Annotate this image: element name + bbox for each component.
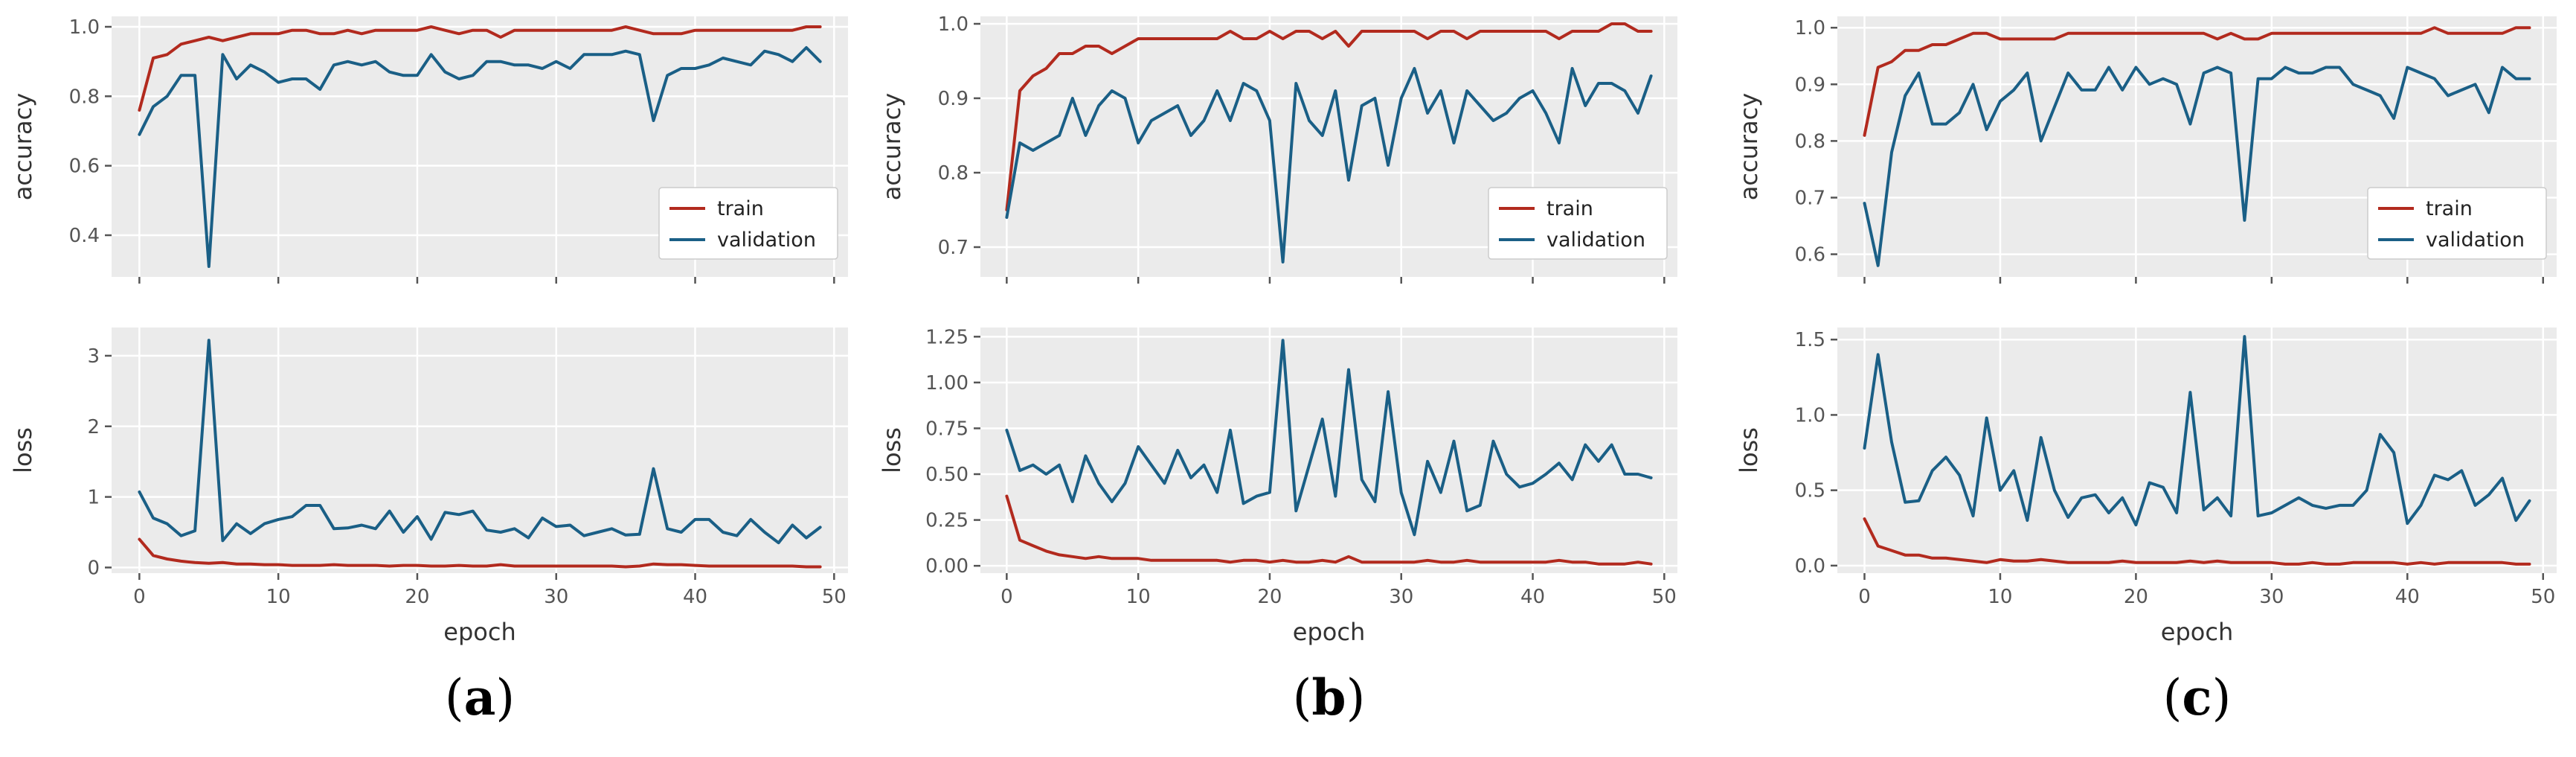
y-tick-label: 0.6 (1795, 244, 1825, 266)
y-tick-label: 0.7 (1795, 187, 1825, 209)
series-line-validation (1005, 67, 1653, 263)
y-tick-label: 2 (87, 416, 100, 438)
caption-letter: a (464, 668, 496, 726)
x-tick-label: 30 (544, 586, 568, 608)
y-tick-label: 0.8 (69, 86, 100, 108)
y-tick-label: 1.0 (938, 13, 969, 36)
subplot-loss: 0 10 20 30 40 50 0.0 0.5 1.0 1.5 loss epoch (1735, 328, 2557, 646)
y-tick-label: 1.0 (1795, 404, 1825, 427)
caption-letter: c (2182, 668, 2212, 726)
subfigure-caption: (c) (2163, 668, 2232, 726)
series-line-train (138, 25, 822, 112)
series-line-train (1005, 22, 1653, 211)
caption-close-paren: ) (1346, 669, 1366, 726)
y-tick-label: 0.25 (925, 510, 969, 532)
y-tick-label: 0.75 (925, 418, 969, 440)
y-axis-label: accuracy (1735, 93, 1763, 200)
series-line-validation (1863, 335, 2531, 527)
y-tick-label: 1.0 (69, 16, 100, 39)
y-tick-label: 3 (87, 345, 100, 368)
series-line-train (138, 537, 822, 569)
x-tick-label: 20 (2124, 586, 2148, 608)
y-tick-label: 0.00 (925, 555, 969, 578)
subplot-loss: 0 10 20 30 40 50 0.00 0.25 0.50 0.75 1.00 1.25 loss e… (878, 326, 1677, 646)
y-axis-label: loss (1735, 427, 1763, 473)
caption-open-paren: ( (2163, 669, 2182, 726)
y-tick-label: 0.8 (1795, 130, 1825, 153)
legend: train validation (1488, 187, 1668, 260)
subfigure-caption: (b) (1293, 668, 1366, 726)
figure-group-c: 0.6 0.7 0.8 0.9 1.0 accuracy train validation 0 1… (1735, 16, 2557, 726)
x-tick-label: 50 (822, 586, 847, 608)
legend: train validation (658, 187, 838, 260)
x-tick-label: 40 (2395, 586, 2420, 608)
series-line-train (1863, 26, 2531, 137)
caption-open-paren: ( (445, 669, 464, 726)
legend-label-validation: validation (1546, 229, 1645, 252)
x-tick-label: 30 (1389, 586, 1413, 608)
x-tick-label: 50 (2531, 586, 2555, 608)
x-tick-label: 10 (1126, 586, 1151, 608)
series-line-validation (138, 46, 822, 268)
x-axis-label: epoch (443, 618, 515, 646)
series-line-validation (138, 339, 822, 545)
legend: train validation (2367, 187, 2547, 260)
x-tick-label: 10 (266, 586, 291, 608)
y-tick-label: 1.5 (1795, 329, 1825, 351)
y-axis-label: accuracy (9, 93, 37, 200)
y-axis-label: loss (878, 427, 906, 473)
x-tick-label: 0 (1000, 586, 1013, 608)
subplot-accuracy: 0.7 0.8 0.9 1.0 accuracy train validation (878, 13, 1677, 284)
legend-label-train: train (717, 197, 764, 220)
caption-close-paren: ) (2212, 669, 2232, 726)
x-tick-label: 10 (1988, 586, 2012, 608)
x-axis-label: epoch (1293, 618, 1365, 646)
subplot-accuracy: 0.6 0.7 0.8 0.9 1.0 accuracy train validation (1735, 16, 2557, 284)
x-tick-label: 50 (1652, 586, 1677, 608)
caption-open-paren: ( (1293, 669, 1312, 726)
x-tick-label: 20 (405, 586, 429, 608)
x-tick-label: 0 (133, 586, 146, 608)
x-tick-label: 30 (2259, 586, 2284, 608)
legend-label-train: train (1546, 197, 1593, 220)
y-tick-label: 0.9 (1795, 74, 1825, 96)
x-tick-label: 40 (683, 586, 707, 608)
series-line-train (1863, 517, 2531, 566)
y-tick-label: 0.9 (938, 88, 969, 110)
legend-label-train: train (2426, 197, 2473, 220)
x-tick-label: 0 (1858, 586, 1871, 608)
figure-group-b: 0.7 0.8 0.9 1.0 accuracy train validation 0 10 20… (878, 13, 1677, 726)
y-tick-label: 0.8 (938, 162, 969, 185)
y-tick-label: 0.7 (938, 237, 969, 259)
legend-label-validation: validation (717, 229, 816, 252)
y-tick-label: 1.00 (925, 372, 969, 395)
y-axis-label: accuracy (878, 93, 906, 200)
x-tick-label: 20 (1257, 586, 1282, 608)
x-axis-label: epoch (2161, 618, 2233, 646)
series-line-train (1005, 494, 1653, 566)
y-tick-label: 1 (87, 487, 100, 509)
subplot-accuracy: 0.4 0.6 0.8 1.0 accuracy train validation (9, 16, 848, 284)
subplot-loss: 0 10 20 30 40 50 0 1 2 3 loss epoch (9, 328, 848, 646)
caption-close-paren: ) (495, 669, 515, 726)
x-tick-label: 40 (1520, 586, 1545, 608)
y-tick-label: 0.4 (69, 225, 100, 247)
subfigure-caption: (a) (445, 668, 515, 726)
y-tick-label: 1.25 (925, 326, 969, 348)
y-tick-label: 0.6 (69, 156, 100, 178)
caption-letter: b (1311, 668, 1346, 726)
legend-label-validation: validation (2426, 229, 2525, 252)
y-tick-label: 0.50 (925, 464, 969, 486)
y-tick-label: 0.5 (1795, 480, 1825, 502)
y-tick-label: 0.0 (1795, 555, 1825, 578)
y-tick-label: 0 (87, 557, 100, 579)
series-line-validation (1863, 66, 2531, 267)
y-tick-label: 1.0 (1795, 17, 1825, 39)
series-line-validation (1005, 339, 1653, 537)
y-axis-label: loss (9, 427, 37, 473)
